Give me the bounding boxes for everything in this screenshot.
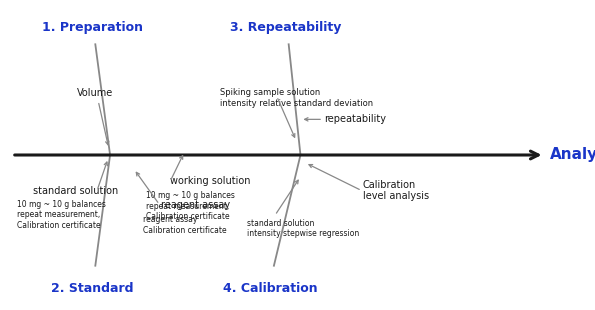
Text: repeatability: repeatability	[324, 114, 386, 124]
Text: Volume: Volume	[77, 88, 114, 98]
Text: 10 mg ~ 10 g balances
repeat measurement,
Calibration certificate: 10 mg ~ 10 g balances repeat measurement…	[17, 200, 105, 230]
Text: reagent assay
Calibration certificate: reagent assay Calibration certificate	[143, 215, 227, 235]
Text: 2. Standard: 2. Standard	[51, 282, 133, 295]
Text: Spiking sample solution
intensity relative standard deviation: Spiking sample solution intensity relati…	[220, 88, 373, 108]
Text: standard solution
intensity stepwise regression: standard solution intensity stepwise reg…	[247, 219, 359, 238]
Text: reagent assay: reagent assay	[161, 200, 230, 210]
Text: 3. Repeatability: 3. Repeatability	[230, 21, 342, 34]
Text: 1. Preparation: 1. Preparation	[42, 21, 143, 34]
Text: 4. Calibration: 4. Calibration	[223, 282, 318, 295]
Text: standard solution: standard solution	[33, 186, 118, 196]
Text: working solution: working solution	[170, 176, 250, 186]
Text: Calibration
level analysis: Calibration level analysis	[363, 180, 429, 202]
Text: Analysis: Analysis	[550, 148, 595, 162]
Text: 10 mg ~ 10 g balances
repeat measurement,
Calibration certificate: 10 mg ~ 10 g balances repeat measurement…	[146, 191, 234, 221]
